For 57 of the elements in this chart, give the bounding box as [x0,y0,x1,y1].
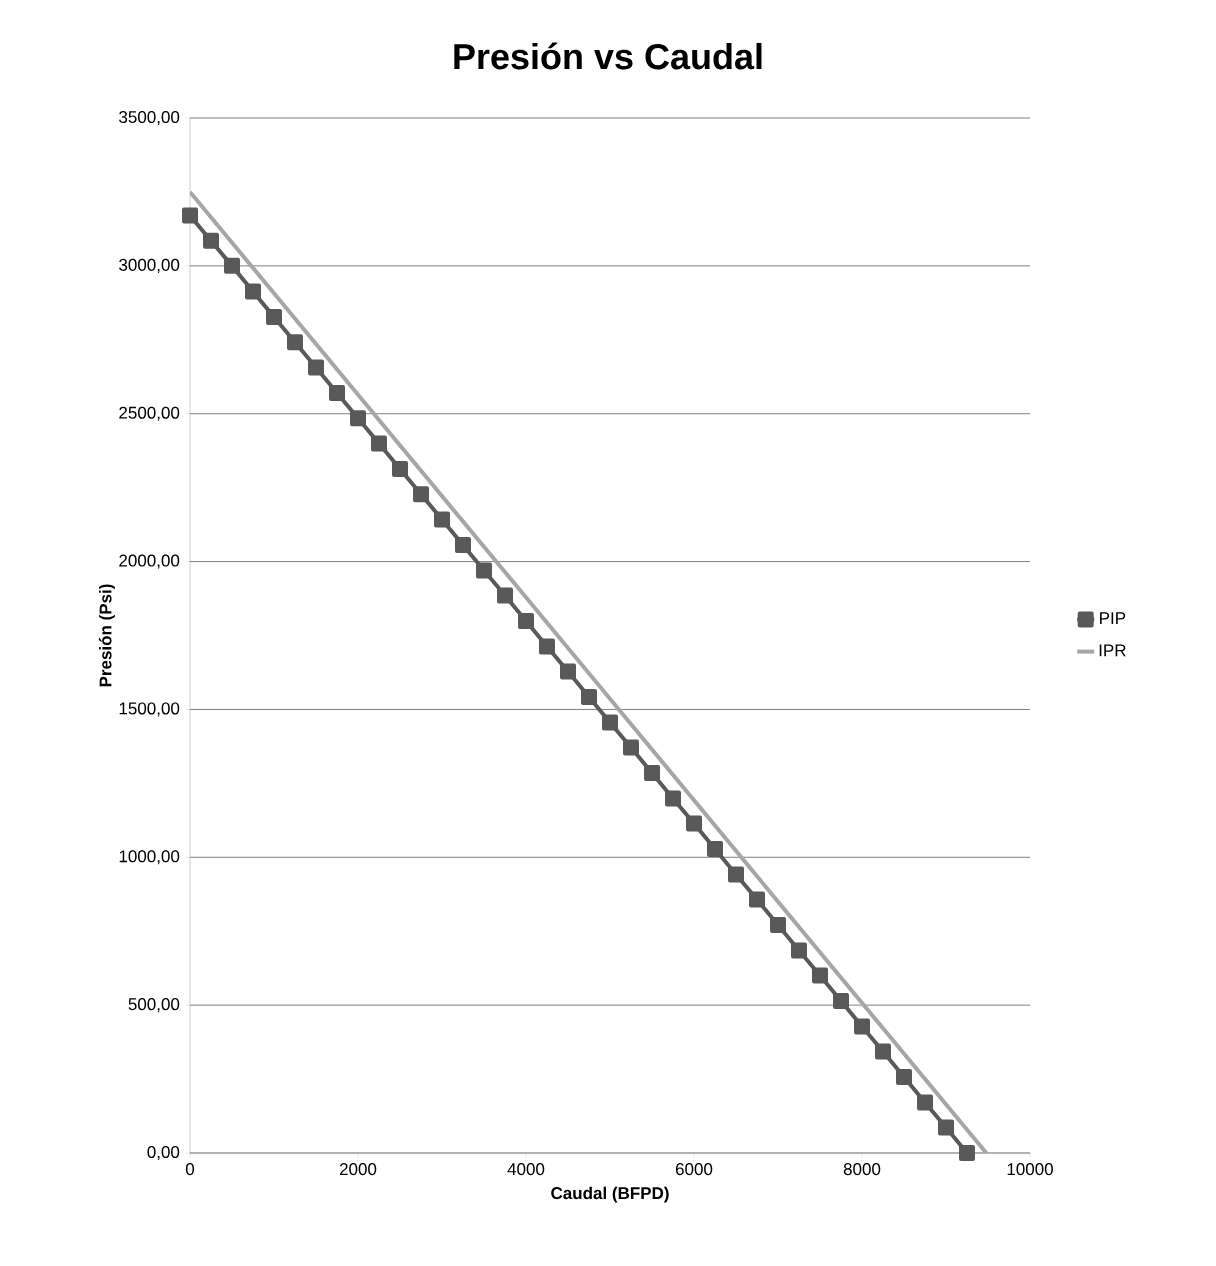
point [497,587,513,604]
x-tick-label: 8000 [843,1163,881,1176]
point [665,790,681,807]
point [287,334,303,351]
point [833,993,849,1009]
point [686,815,702,832]
point [245,283,261,300]
point [644,765,660,782]
x-tick-label: 2000 [339,1163,377,1176]
point [917,1094,934,1111]
point [476,562,492,579]
point [728,866,744,883]
point [791,942,807,959]
point [749,891,765,908]
point [539,638,556,655]
legend-label: IPR [1099,644,1126,657]
point [350,410,366,427]
point [623,739,639,756]
point [812,967,828,984]
point [560,663,577,680]
point [959,1144,976,1161]
point [371,435,387,452]
y-tick-label: 0,00 [147,1145,180,1161]
point [938,1119,955,1136]
y-tick-label: 3000,00 [119,258,180,273]
x-tick-label: 6000 [675,1163,713,1176]
point [182,207,198,224]
point [770,917,786,933]
chart-title: Presión vs Caudal [454,42,762,70]
point [602,714,618,731]
y-tick-label: 1500,00 [119,702,180,717]
point [266,309,282,326]
point [854,1018,871,1035]
point [203,232,219,249]
point [581,689,598,706]
point [518,613,535,630]
x-axis-title: Caudal (BFPD) [551,1186,669,1203]
point [308,359,324,376]
x-tick-label: 10000 [1007,1163,1053,1176]
y-tick-label: 2500,00 [119,406,180,421]
y-tick-label: 3500,00 [119,110,180,126]
x-tick-label: 0 [185,1163,195,1176]
y-tick-label: 1000,00 [119,850,180,865]
point [413,486,429,503]
point [392,461,408,478]
x-tick-label: 4000 [507,1163,545,1176]
y-axis-title: Presión (Psi) [98,584,115,687]
legend-label: PIP [1100,612,1126,624]
point [434,511,450,528]
y-tick-label: 2000,00 [119,554,180,569]
point [329,385,345,402]
point [224,257,240,274]
point [875,1043,892,1060]
point [707,841,723,857]
y-tick-label: 500,00 [128,998,180,1013]
point [896,1069,913,1085]
point [455,537,471,554]
